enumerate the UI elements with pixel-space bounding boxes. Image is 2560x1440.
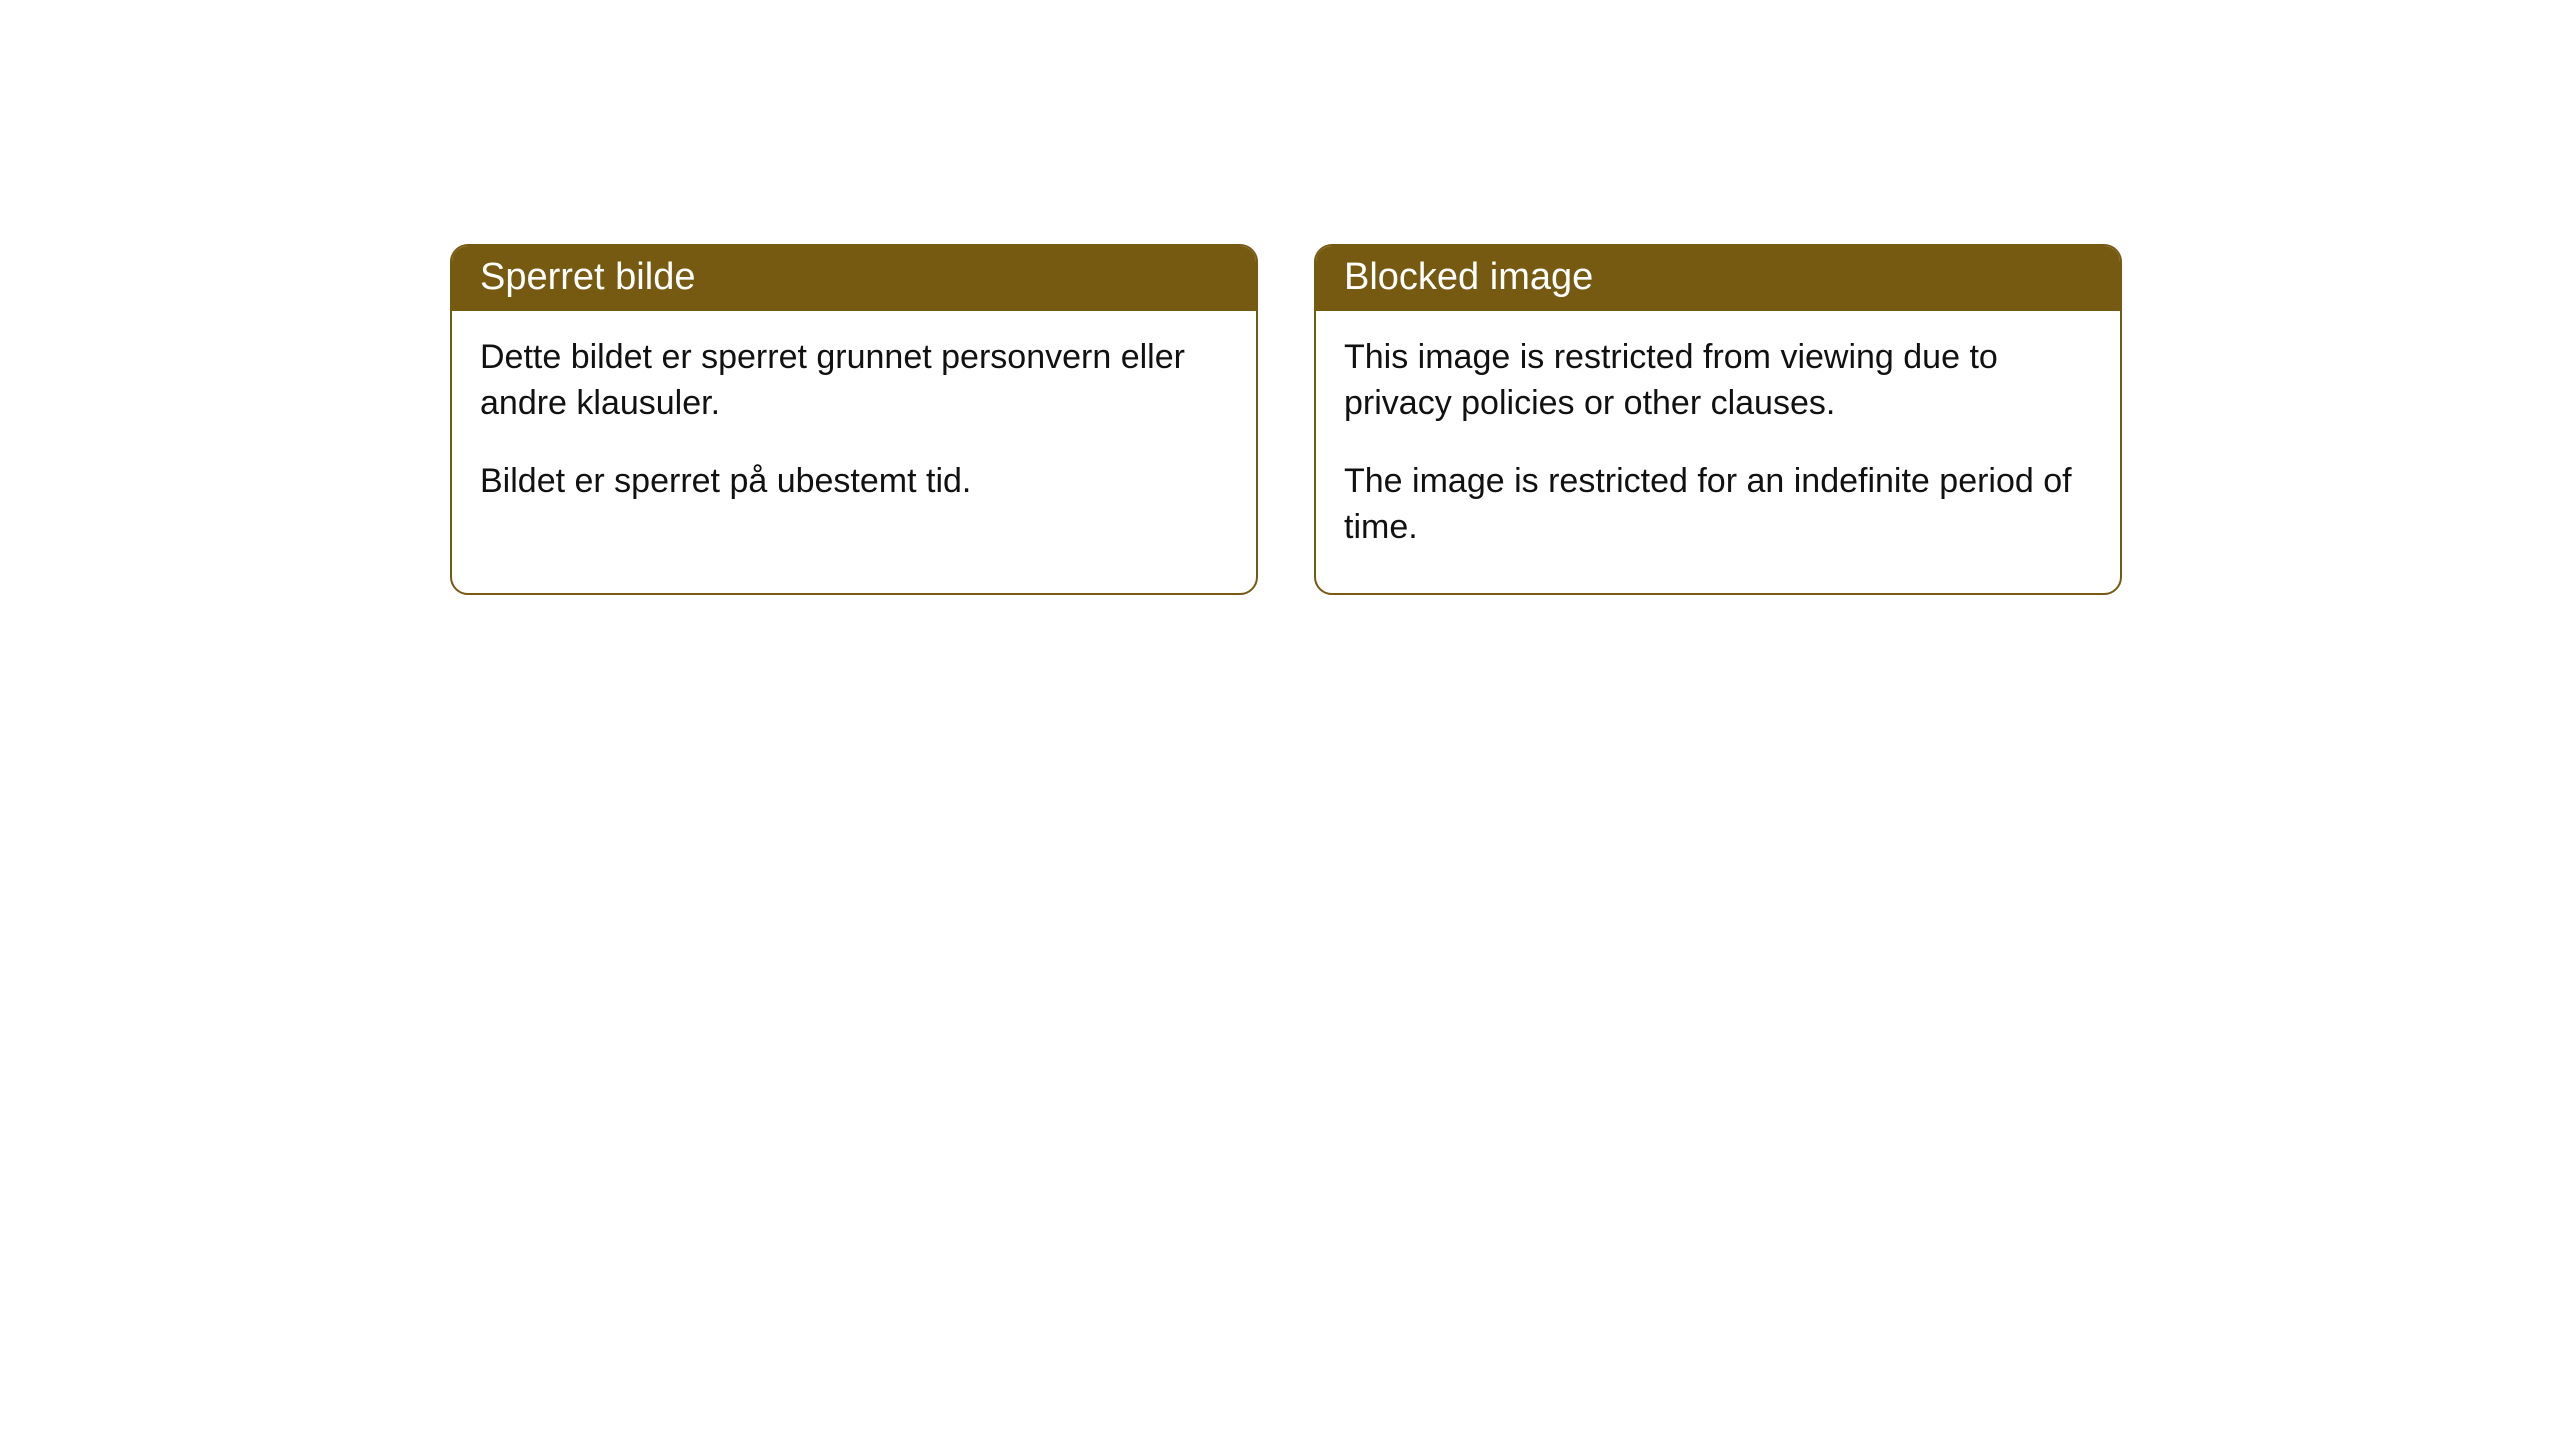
notice-cards-container: Sperret bilde Dette bildet er sperret gr… xyxy=(450,244,2560,595)
notice-paragraph: This image is restricted from viewing du… xyxy=(1344,335,2092,427)
notice-paragraph: Bildet er sperret på ubestemt tid. xyxy=(480,459,1228,505)
notice-paragraph: The image is restricted for an indefinit… xyxy=(1344,459,2092,551)
notice-card-header: Blocked image xyxy=(1316,246,2120,311)
notice-paragraph: Dette bildet er sperret grunnet personve… xyxy=(480,335,1228,427)
notice-card-header: Sperret bilde xyxy=(452,246,1256,311)
notice-card-body: Dette bildet er sperret grunnet personve… xyxy=(452,311,1256,547)
notice-card-en: Blocked image This image is restricted f… xyxy=(1314,244,2122,595)
notice-card-no: Sperret bilde Dette bildet er sperret gr… xyxy=(450,244,1258,595)
notice-card-body: This image is restricted from viewing du… xyxy=(1316,311,2120,593)
